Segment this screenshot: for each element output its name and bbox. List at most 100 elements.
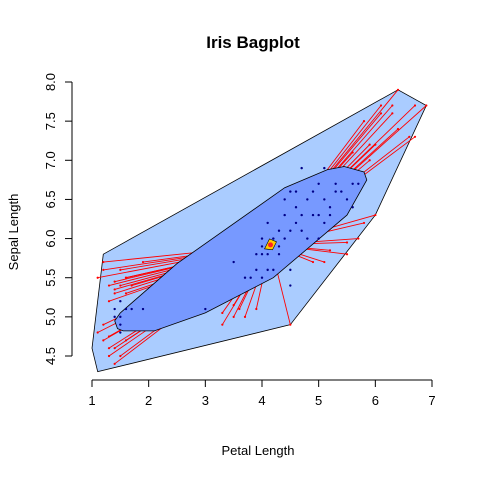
data-point — [312, 190, 314, 192]
data-point — [244, 277, 246, 279]
outlier-point — [102, 261, 104, 263]
y-axis-label: Sepal Length — [6, 194, 21, 271]
outlier-point — [346, 253, 348, 255]
data-point — [261, 245, 263, 247]
data-point — [317, 214, 319, 216]
data-point — [283, 214, 285, 216]
outlier-point — [142, 261, 144, 263]
outlier-point — [102, 269, 104, 271]
outlier-point — [221, 324, 223, 326]
data-point — [119, 323, 121, 325]
data-point — [323, 198, 325, 200]
outlier-point — [125, 292, 127, 294]
outlier-point — [363, 120, 365, 122]
data-point — [261, 253, 263, 255]
data-point — [119, 300, 121, 302]
data-point — [289, 190, 291, 192]
outlier-point — [221, 312, 223, 314]
outlier-point — [244, 316, 246, 318]
outlier-point — [119, 269, 121, 271]
outlier-point — [352, 151, 354, 153]
outlier-point — [125, 339, 127, 341]
data-point — [278, 245, 280, 247]
x-tick-label: 2 — [145, 393, 152, 408]
data-point — [346, 198, 348, 200]
data-point — [113, 308, 115, 310]
x-tick-label: 7 — [428, 393, 435, 408]
outlier-point — [289, 324, 291, 326]
outlier-point — [114, 281, 116, 283]
data-point — [334, 190, 336, 192]
data-point — [283, 198, 285, 200]
outlier-point — [108, 335, 110, 337]
outlier-point — [108, 284, 110, 286]
data-point — [323, 167, 325, 169]
data-point — [142, 308, 144, 310]
data-point — [119, 316, 121, 318]
data-point — [119, 331, 121, 333]
data-point — [306, 237, 308, 239]
outlier-point — [233, 316, 235, 318]
outlier-point — [102, 339, 104, 341]
outlier-point — [425, 104, 427, 106]
data-point — [312, 214, 314, 216]
x-tick-label: 4 — [258, 393, 265, 408]
outlier-point — [323, 261, 325, 263]
outlier-point — [380, 104, 382, 106]
outlier-point — [363, 222, 365, 224]
data-point — [289, 230, 291, 232]
data-point — [272, 237, 274, 239]
outlier-point — [97, 277, 99, 279]
data-point — [249, 277, 251, 279]
outlier-point — [114, 288, 116, 290]
x-tick-label: 1 — [88, 393, 95, 408]
outlier-point — [114, 292, 116, 294]
outlier-point — [97, 331, 99, 333]
outlier-point — [238, 308, 240, 310]
data-point — [261, 277, 263, 279]
x-tick-label: 3 — [202, 393, 209, 408]
data-point — [272, 269, 274, 271]
data-point — [261, 237, 263, 239]
outlier-point — [108, 300, 110, 302]
data-point — [125, 308, 127, 310]
data-point — [351, 183, 353, 185]
data-point — [266, 222, 268, 224]
data-point — [323, 222, 325, 224]
outlier-point — [114, 347, 116, 349]
data-point — [334, 183, 336, 185]
outlier-point — [374, 214, 376, 216]
outlier-point — [131, 284, 133, 286]
center-point — [268, 242, 273, 247]
data-point — [329, 214, 331, 216]
y-tick-label: 6.0 — [43, 230, 58, 248]
outlier-point — [414, 104, 416, 106]
outlier-point — [255, 308, 257, 310]
data-point — [289, 269, 291, 271]
data-point — [300, 167, 302, 169]
outlier-point — [391, 104, 393, 106]
outlier-point — [414, 136, 416, 138]
data-point — [130, 308, 132, 310]
outlier-point — [397, 128, 399, 130]
data-point — [295, 222, 297, 224]
data-point — [113, 316, 115, 318]
data-point — [289, 284, 291, 286]
outlier-point — [374, 144, 376, 146]
outlier-point — [108, 355, 110, 357]
outlier-point — [119, 284, 121, 286]
y-tick-label: 4.5 — [43, 347, 58, 365]
data-point — [300, 230, 302, 232]
y-tick-label: 8.0 — [43, 73, 58, 91]
y-tick-label: 7.0 — [43, 151, 58, 169]
data-point — [317, 237, 319, 239]
outlier-point — [408, 136, 410, 138]
data-point — [351, 206, 353, 208]
outlier-point — [114, 363, 116, 365]
outlier-point — [369, 144, 371, 146]
data-point — [283, 237, 285, 239]
data-point — [317, 183, 319, 185]
chart-title: Iris Bagplot — [206, 33, 300, 52]
